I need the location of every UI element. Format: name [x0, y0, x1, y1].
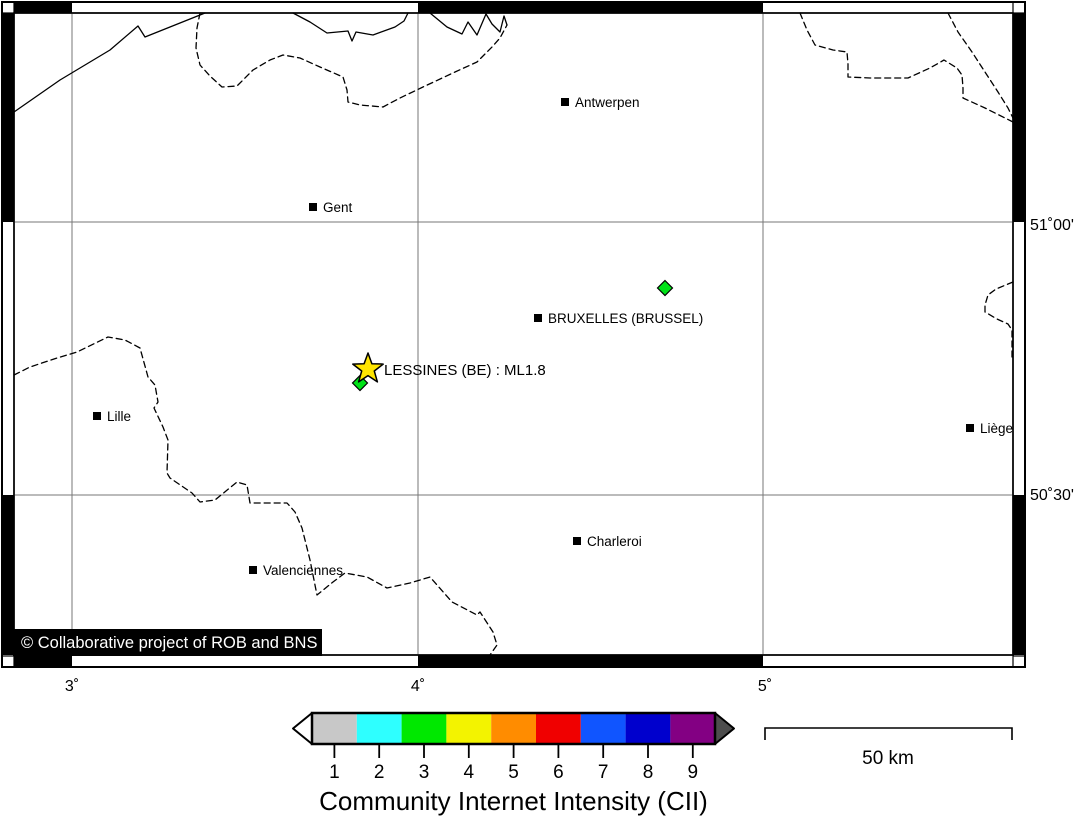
city-marker-bruxelles	[534, 314, 542, 322]
colorbar-label-1: 1	[329, 762, 340, 783]
scalebar-line	[764, 727, 1013, 740]
border-be-nl-east	[799, 12, 1014, 123]
city-label-lille: Lille	[107, 409, 131, 424]
intensity-diamond-bruxelles	[656, 279, 674, 297]
city-marker-gent	[309, 203, 317, 211]
colorbar-segment-4	[446, 713, 492, 744]
city-valenciennes: Valenciennes	[249, 563, 343, 578]
city-lille: Lille	[93, 409, 131, 424]
city-label-bruxelles: BRUXELLES (BRUSSEL)	[548, 311, 703, 326]
city-bruxelles: BRUXELLES (BRUSSEL)	[534, 311, 703, 326]
city-label-charleroi: Charleroi	[587, 534, 642, 549]
colorbar-segment-7	[580, 713, 626, 744]
copyright-badge: © Collaborative project of ROB and BNS	[13, 629, 322, 656]
city-marker-antwerpen	[561, 98, 569, 106]
city-liege: Liège	[966, 421, 1013, 436]
axis-label-4deg: 4˚	[411, 678, 425, 695]
border-fr-be	[13, 336, 498, 656]
scalebar: 50 km	[764, 727, 1013, 769]
epicenter-label: LESSINES (BE) : ML1.8	[384, 362, 546, 379]
epicenter: LESSINES (BE) : ML1.8	[352, 352, 546, 383]
city-marker-lille	[93, 412, 101, 420]
city-marker-valenciennes	[249, 566, 257, 574]
colorbar-segment-5	[491, 713, 536, 744]
copyright-text: © Collaborative project of ROB and BNS	[21, 634, 317, 652]
border-limburg-bulge	[984, 281, 1014, 359]
scalebar-label: 50 km	[862, 748, 914, 769]
axis-label-51n: 51˚00'	[1030, 217, 1074, 234]
colorbar-segments	[312, 713, 715, 744]
colorbar: 1 2 3 4 5 6 7 8 9 Community Internet Int…	[292, 711, 735, 816]
colorbar-title: Community Internet Intensity (CII)	[319, 786, 708, 816]
axis-label-50n30: 50˚30'	[1030, 487, 1074, 504]
city-marker-liege	[966, 424, 974, 432]
colorbar-label-7: 7	[598, 762, 609, 783]
colorbar-label-2: 2	[374, 762, 385, 783]
axis-label-3deg: 3˚	[65, 678, 79, 695]
map-area	[13, 12, 1014, 656]
coastline-north-sea	[13, 12, 206, 113]
coastline-westerschelde	[292, 12, 409, 42]
city-gent: Gent	[309, 200, 353, 215]
colorbar-segment-3	[401, 713, 447, 744]
colorbar-label-6: 6	[553, 762, 564, 783]
city-label-valenciennes: Valenciennes	[263, 563, 343, 578]
city-label-liege: Liège	[980, 421, 1013, 436]
city-antwerpen: Antwerpen	[561, 95, 640, 110]
colorbar-label-3: 3	[419, 762, 430, 783]
colorbar-right-arrow	[714, 712, 735, 745]
axis-label-5deg: 5˚	[758, 678, 772, 695]
city-marker-charleroi	[573, 537, 581, 545]
colorbar-label-5: 5	[508, 762, 519, 783]
coastline-zeeland	[429, 12, 508, 36]
colorbar-segment-8	[625, 713, 671, 744]
colorbar-segment-1	[312, 713, 357, 744]
graticule	[14, 13, 1013, 655]
colorbar-label-4: 4	[464, 762, 475, 783]
cities: Antwerpen Gent BRUXELLES (BRUSSEL) Lille…	[93, 95, 1013, 578]
colorbar-ticks	[333, 744, 694, 758]
colorbar-tick-labels: 1 2 3 4 5 6 7 8 9	[329, 762, 698, 783]
colorbar-label-9: 9	[688, 762, 699, 783]
colorbar-label-8: 8	[643, 762, 654, 783]
copyright-box	[13, 629, 322, 656]
colorbar-left-arrow	[292, 712, 313, 745]
colorbar-segment-2	[356, 713, 402, 744]
axis-labels: 3˚ 4˚ 5˚ 51˚00' 50˚30'	[65, 217, 1074, 695]
city-label-antwerpen: Antwerpen	[575, 95, 640, 110]
colorbar-segment-6	[536, 713, 581, 744]
city-label-gent: Gent	[323, 200, 353, 215]
map-frame	[1, 1, 1026, 668]
colorbar-segment-9	[670, 713, 715, 744]
border-be-nl-west	[195, 12, 508, 108]
epicenter-star	[352, 352, 384, 383]
geography	[13, 12, 1014, 656]
city-charleroi: Charleroi	[573, 534, 642, 549]
border-nl-de	[947, 12, 1014, 119]
